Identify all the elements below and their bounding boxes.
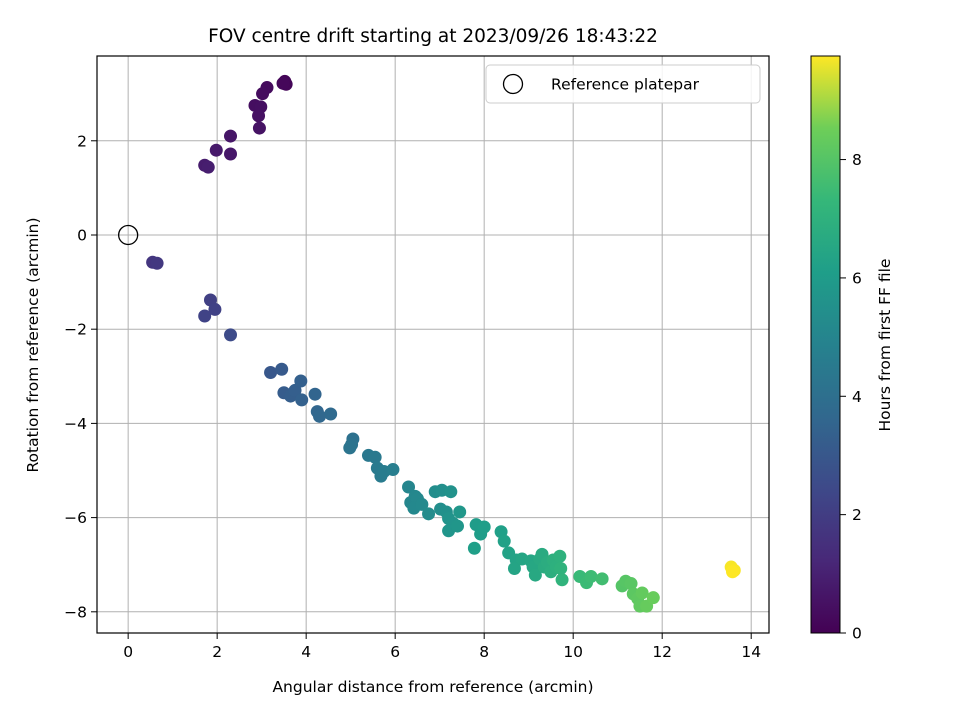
data-point — [209, 143, 223, 157]
data-point — [224, 129, 238, 143]
plot-frame — [96, 55, 770, 634]
data-point — [595, 572, 609, 586]
data-point — [224, 328, 238, 342]
y-axis-label: Rotation from reference (arcmin) — [24, 217, 42, 472]
data-point — [555, 573, 569, 587]
x-axis-label: Angular distance from reference (arcmin) — [272, 678, 593, 696]
data-point — [726, 565, 740, 579]
data-point — [294, 374, 308, 388]
x-tick-label: 14 — [741, 643, 761, 661]
data-point — [624, 577, 638, 591]
y-tick-label: −4 — [64, 415, 87, 433]
data-point — [584, 569, 598, 583]
colorbar-tick-label: 6 — [852, 269, 862, 287]
colorbar-ticks: 0 2 4 6 8 — [840, 151, 862, 643]
data-point — [467, 541, 481, 555]
data-point — [450, 519, 464, 533]
x-tick-label: 2 — [212, 643, 222, 661]
x-tick-label: 4 — [301, 643, 311, 661]
legend-marker-icon — [502, 73, 524, 95]
legend-label: Reference platepar — [551, 76, 700, 94]
data-point — [324, 407, 338, 421]
data-point — [150, 256, 164, 270]
data-point — [444, 485, 458, 499]
data-point — [635, 586, 649, 600]
data-point — [198, 309, 212, 323]
y-tick-label: 0 — [77, 226, 87, 244]
x-tick-label: 8 — [479, 643, 489, 661]
data-point — [295, 393, 309, 407]
data-point — [308, 387, 322, 401]
colorbar-label: Hours from first FF file — [876, 259, 894, 432]
data-point — [343, 441, 357, 455]
data-point — [201, 160, 215, 174]
data-point — [554, 561, 568, 575]
data-point — [264, 366, 278, 380]
chart-title: FOV centre drift starting at 2023/09/26 … — [208, 26, 658, 47]
data-point — [422, 507, 436, 521]
data-point — [208, 302, 222, 316]
data-point — [252, 109, 266, 123]
data-point — [368, 450, 382, 464]
x-tick-label: 12 — [652, 643, 672, 661]
x-tick-label: 0 — [123, 643, 133, 661]
colorbar-tick-label: 4 — [852, 388, 862, 406]
x-axis-ticks: 0 2 4 6 8 10 12 14 — [123, 633, 761, 661]
legend: Reference platepar — [485, 64, 761, 104]
data-points — [146, 74, 741, 613]
data-point — [386, 463, 400, 477]
data-point — [507, 561, 521, 575]
colorbar-tick-label: 2 — [852, 506, 862, 524]
legend-box — [485, 64, 761, 104]
reference-marker — [118, 224, 139, 246]
grid-lines — [97, 56, 769, 633]
reference-platepar-marker — [118, 224, 139, 246]
data-point — [275, 362, 289, 376]
data-point — [276, 76, 290, 90]
data-point — [252, 121, 266, 135]
data-point — [415, 497, 429, 511]
data-point — [402, 480, 416, 494]
data-point — [313, 409, 327, 423]
data-point — [224, 147, 238, 161]
y-tick-label: −2 — [64, 321, 87, 339]
data-point — [256, 87, 270, 101]
colorbar-tick-label: 0 — [852, 625, 862, 643]
data-point — [477, 520, 491, 534]
data-point — [497, 534, 511, 548]
colorbar-tick-label: 8 — [852, 151, 862, 169]
y-axis-ticks: −8 −6 −4 −2 0 2 — [64, 132, 97, 621]
data-point — [453, 505, 467, 519]
y-tick-label: −8 — [64, 603, 87, 621]
colorbar-gradient — [810, 55, 841, 634]
data-point — [553, 549, 567, 563]
colorbar: 0 2 4 6 8 Hours from first FF file — [810, 55, 894, 643]
y-tick-label: 2 — [77, 132, 87, 150]
data-point — [288, 383, 302, 397]
y-tick-label: −6 — [64, 509, 87, 527]
data-point — [528, 568, 542, 582]
data-point — [646, 591, 660, 605]
x-tick-label: 10 — [563, 643, 583, 661]
x-tick-label: 6 — [390, 643, 400, 661]
